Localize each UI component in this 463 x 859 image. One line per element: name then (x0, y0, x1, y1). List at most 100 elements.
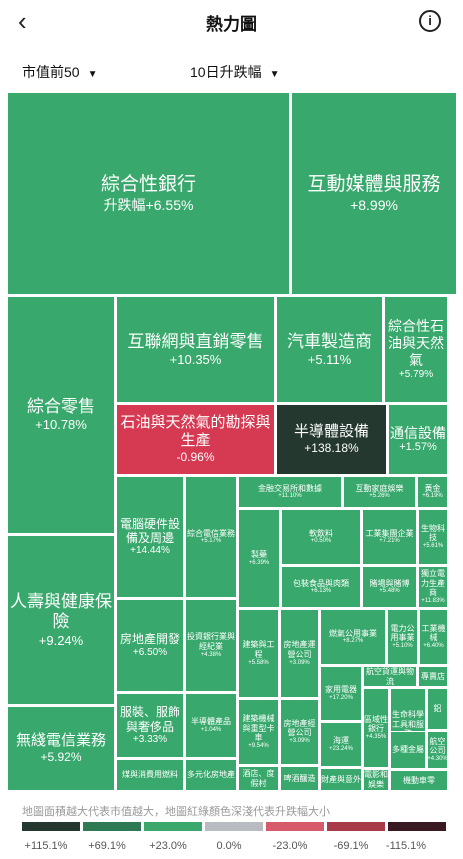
legend-text: 地圖面積越大代表市值越大，地圖紅綠顏色深淺代表升跌幅大小 (22, 806, 330, 818)
tile-value: +8.27% (342, 638, 364, 645)
tile-value: +3.09% (289, 738, 310, 744)
heatmap-tile[interactable]: 半導體產品 +1.04% (185, 693, 237, 758)
heatmap-tile[interactable]: 房地產經營公司 +3.09% (280, 699, 319, 765)
heatmap-tile[interactable]: 生物科技 +5.61% (418, 509, 448, 565)
tile-name: 多種金屬 (392, 745, 424, 755)
heatmap-tile[interactable]: 投資銀行業與經紀業 +4.38% (185, 599, 237, 692)
heatmap-tile[interactable]: 賭場與賭博 +5.48% (362, 566, 417, 608)
tile-name: 包裝食品與肉類 (293, 578, 349, 588)
heatmap-tile[interactable]: 燃氣公用事業 +8.27% (320, 609, 386, 665)
period-label: 10日升跌幅 (190, 64, 262, 80)
tile-value: +9.24% (38, 632, 84, 648)
period-dropdown[interactable]: 10日升跌幅 ▼ (190, 62, 279, 82)
tile-name: 無綫電信業務 (15, 732, 106, 750)
heatmap-tile[interactable]: 航空公司 +4.30% (427, 731, 448, 769)
heatmap-tile[interactable]: 半導體設備 +138.18% (276, 404, 387, 475)
legend-swatch (327, 822, 385, 831)
heatmap-tile[interactable]: 金融交易所和數據 +11.10% (238, 476, 342, 508)
heatmap-tile[interactable]: 電影和娛樂 (363, 769, 389, 791)
heatmap-tile[interactable]: 機動車零 (390, 770, 448, 791)
heatmap-tile[interactable]: 多種金屬 (390, 731, 426, 769)
heatmap-tile[interactable]: 區域性銀行 +4.35% (363, 688, 389, 768)
heatmap-tile[interactable]: 綜合性石油與天然氣 +5.79% (384, 296, 448, 403)
heatmap-tile[interactable]: 煤與消費用燃料 (116, 759, 184, 791)
heatmap-tile[interactable]: 服裝、服飾與奢侈品 +3.33% (116, 693, 184, 758)
tile-value: -0.96% (176, 450, 215, 465)
heatmap-tile[interactable]: 財產與意外 (320, 768, 362, 791)
tile-value: +23.24% (329, 745, 353, 752)
back-icon[interactable]: ‹ (18, 6, 27, 36)
tile-name: 汽車製造商 (287, 331, 372, 351)
heatmap-tile[interactable]: 航空貨運與物流 (363, 666, 417, 687)
legend-swatch (83, 822, 141, 831)
tile-value: +6.19% (422, 493, 443, 500)
heatmap-tile[interactable]: 酒店、度假村 (238, 766, 279, 791)
tile-name: 電力公用事業 (390, 623, 415, 643)
heatmap-tile[interactable]: 綜合性銀行 升跌幅+6.55% (7, 92, 290, 295)
tile-name: 海運 (333, 736, 349, 746)
tile-name: 互聯網與直銷零售 (127, 331, 264, 351)
heatmap-tile[interactable]: 互聯網與直銷零售 +10.35% (116, 296, 275, 403)
tile-name: 生物科技 (421, 523, 445, 543)
tile-value: +4.38% (200, 651, 222, 658)
tile-value: +14.44% (130, 545, 170, 557)
heatmap-tile[interactable]: 電腦硬件設備及周邊 +14.44% (116, 476, 184, 598)
tile-name: 工業機械 (421, 623, 446, 643)
tile-name: 建築與工程 (242, 640, 275, 659)
tile-name: 啤酒釀造 (283, 773, 316, 783)
tile-value: +5.10% (392, 643, 413, 649)
heatmap-tile[interactable]: 建築與工程 +5.58% (238, 609, 279, 698)
tile-value: +138.18% (304, 441, 359, 456)
market-cap-dropdown[interactable]: 市值前50 ▼ (22, 62, 97, 82)
heatmap-tile[interactable]: 多元化房地產 (185, 759, 237, 791)
heatmap-tile[interactable]: 綜合零售 +10.78% (7, 296, 115, 534)
tile-value: +10.78% (35, 417, 87, 433)
heatmap-tile[interactable]: 綜合電信業務 +5.17% (185, 476, 237, 598)
tile-name: 專賣店 (421, 671, 445, 681)
tile-name: 燃氣公用事業 (329, 628, 377, 638)
heatmap-tile[interactable]: 無綫電信業務 +5.92% (7, 706, 115, 791)
heatmap-tile[interactable]: 製藥 +6.39% (238, 509, 280, 608)
heatmap-tile[interactable]: 房地產開發 +6.50% (116, 599, 184, 692)
tile-name: 綜合電信業務 (187, 528, 235, 538)
heatmap-tile[interactable]: 通信設備 +1.57% (388, 404, 448, 475)
heatmap-tile[interactable]: 互動媒體與服務 +8.99% (291, 92, 457, 295)
heatmap-tile[interactable]: 石油與天然氣的勘探與生產 -0.96% (116, 404, 275, 475)
tile-name: 綜合零售 (27, 397, 95, 416)
heatmap-tile[interactable]: 黃金 +6.19% (417, 476, 448, 508)
tile-name: 房地產運營公司 (283, 640, 316, 659)
heatmap-tile[interactable]: 獨立電力生產商 +11.83% (418, 566, 448, 608)
heatmap-tile[interactable]: 包裝食品與肉類 +6.13% (281, 566, 361, 608)
legend-label: 0.0% (216, 840, 242, 852)
tile-name: 半導體設備 (293, 423, 369, 441)
heatmap-tile[interactable]: 海運 +23.24% (320, 722, 362, 767)
heatmap-tile[interactable]: 房地產運營公司 +3.09% (280, 609, 319, 698)
info-icon[interactable]: i (419, 10, 441, 32)
tile-name: 工業集團企業 (365, 528, 414, 538)
tile-name: 家用電器 (325, 685, 357, 695)
heatmap-tile[interactable]: 鋁 (427, 688, 448, 730)
heatmap-tile[interactable]: 工業集團企業 +7.21% (362, 509, 417, 565)
heatmap-tile[interactable]: 電力公用事業 +5.10% (387, 609, 418, 665)
heatmap-tile[interactable]: 建築機械與重型卡車 +9.54% (238, 699, 279, 765)
legend-swatch (266, 822, 324, 831)
tile-name: 綜合性石油與天然氣 (388, 318, 444, 368)
heatmap-tile[interactable]: 軟飲料 +0.50% (281, 509, 361, 565)
legend-label: +69.1% (88, 840, 126, 852)
tile-name: 半導體產品 (191, 717, 231, 727)
header: ‹ 熱力圖 i (0, 0, 463, 42)
heatmap-tile[interactable]: 汽車製造商 +5.11% (276, 296, 383, 403)
tile-value: +3.33% (132, 733, 168, 745)
tile-name: 建築機械與重型卡車 (242, 714, 275, 743)
caret-down-icon: ▼ (269, 69, 280, 80)
tile-value: +17.20% (329, 694, 353, 701)
tile-value: +0.50% (310, 538, 332, 545)
heatmap-tile[interactable]: 家用電器 +17.20% (320, 666, 362, 721)
heatmap-tile[interactable]: 互動家庭娛樂 +5.26% (343, 476, 416, 508)
heatmap-tile[interactable]: 專賣店 (418, 666, 448, 687)
heatmap-tile[interactable]: 工業機械 +6.40% (419, 609, 448, 665)
heatmap-tile[interactable]: 人壽與健康保險 +9.24% (7, 535, 115, 705)
tile-name: 煤與消費用燃料 (122, 770, 178, 780)
tile-value: +5.58% (248, 659, 269, 666)
heatmap-tile[interactable]: 啤酒釀造 (280, 766, 319, 791)
